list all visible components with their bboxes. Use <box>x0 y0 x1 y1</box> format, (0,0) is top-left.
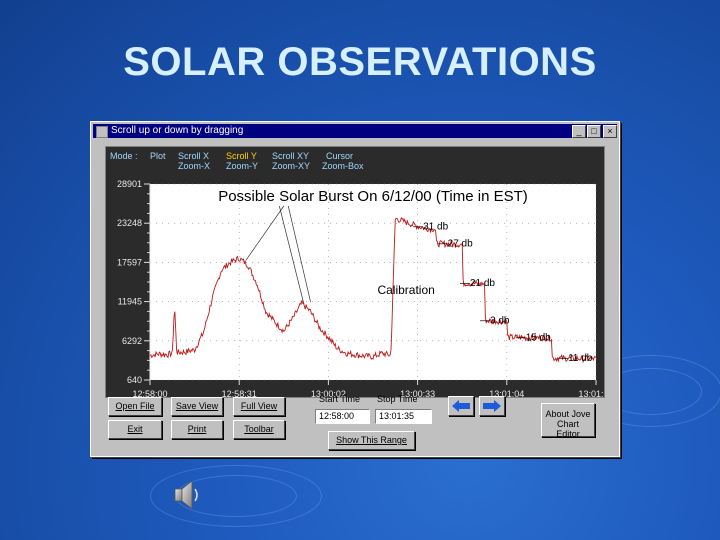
mode-zoom-xy[interactable]: Zoom-XY <box>272 161 310 171</box>
speaker-icon[interactable] <box>172 478 202 512</box>
mode-scroll-x[interactable]: Scroll X <box>178 151 209 161</box>
annotation-pointer <box>279 205 305 305</box>
data-series-line[interactable] <box>149 216 597 364</box>
mode-label: Mode : <box>110 151 138 161</box>
mode-zoom-y[interactable]: Zoom-Y <box>226 161 258 171</box>
save-view-button[interactable]: Save View <box>171 397 223 416</box>
window-titlebar[interactable]: Scroll up or down by dragging _ □ × <box>93 124 617 138</box>
close-button[interactable]: × <box>603 125 617 138</box>
annotation-label: Calibration <box>377 283 434 297</box>
mode-plot[interactable]: Plot <box>150 151 166 161</box>
print-button[interactable]: Print <box>171 420 223 439</box>
save-view-label: Save View <box>175 401 219 411</box>
annotation-label: —31 db <box>413 221 448 232</box>
chart-panel[interactable]: Mode : Plot Scroll X Zoom-X Scroll Y Zoo… <box>105 146 605 398</box>
annotation-pointer <box>287 205 311 302</box>
x-tick-label: 13:01:35 <box>578 389 604 397</box>
slide-title: SOLAR OBSERVATIONS <box>123 40 597 84</box>
y-tick-label: 11945 <box>118 297 142 307</box>
annotation-label: —15 db <box>516 332 551 343</box>
left-arrow-icon <box>452 400 470 412</box>
annotation-label: —11 db <box>558 353 593 364</box>
y-tick-label: 17597 <box>117 257 142 267</box>
full-view-button[interactable]: Full View <box>233 397 285 416</box>
start-time-label: Start Time <box>319 394 361 404</box>
x-tick-label: 13:00:33 <box>400 389 435 397</box>
mode-scroll-xy[interactable]: Scroll XY <box>272 151 309 161</box>
y-tick-label: 28901 <box>117 179 142 189</box>
stop-time-field[interactable]: 13:01:35 <box>375 409 432 424</box>
y-tick-label: 23248 <box>117 218 142 228</box>
x-tick-label: 12:58:31 <box>222 389 257 397</box>
open-file-button[interactable]: Open File <box>108 397 162 416</box>
x-tick-label: 12:58:00 <box>132 389 167 397</box>
print-label: Print <box>187 424 207 434</box>
start-time-field[interactable]: 12:58:00 <box>315 409 370 424</box>
mode-scroll-y[interactable]: Scroll Y <box>226 151 257 161</box>
annotation-label: —27 db <box>438 239 473 250</box>
solar-burst-chart[interactable]: Mode : Plot Scroll X Zoom-X Scroll Y Zoo… <box>106 147 604 397</box>
chart-title: Possible Solar Burst On 6/12/00 (Time in… <box>218 188 528 205</box>
annotation-pointer <box>245 205 285 261</box>
x-tick-label: 13:00:02 <box>311 389 346 397</box>
app-icon <box>96 126 108 138</box>
minimize-button[interactable]: _ <box>572 125 586 138</box>
x-tick-label: 13:01:04 <box>489 389 524 397</box>
mode-zoom-x[interactable]: Zoom-X <box>178 161 210 171</box>
y-tick-label: 640 <box>127 375 142 385</box>
show-this-range-button[interactable]: Show This Range <box>328 431 415 450</box>
background-ripple <box>150 465 322 527</box>
toolbar-label: Toolbar <box>244 424 274 434</box>
about-label: About Jove Chart Editor <box>545 409 591 439</box>
forward-button[interactable] <box>479 396 505 416</box>
window-title: Scroll up or down by dragging <box>111 125 244 136</box>
maximize-button[interactable]: □ <box>587 125 601 138</box>
full-view-label: Full View <box>240 401 278 411</box>
mode-zoom-box[interactable]: Zoom-Box <box>322 161 364 171</box>
exit-button[interactable]: Exit <box>108 420 162 439</box>
plot-area[interactable] <box>150 184 596 380</box>
toolbar-button[interactable]: Toolbar <box>233 420 285 439</box>
annotation-label: —21 db <box>460 278 495 289</box>
open-file-label: Open File <box>115 401 155 411</box>
show-this-range-label: Show This Range <box>336 435 407 445</box>
annotation-label: —3 db <box>480 316 510 327</box>
right-arrow-icon <box>483 400 501 412</box>
exit-label: Exit <box>127 424 143 434</box>
mode-cursor[interactable]: Cursor <box>326 151 353 161</box>
y-tick-label: 6292 <box>122 336 142 346</box>
back-button[interactable] <box>448 396 474 416</box>
chart-editor-window: Scroll up or down by dragging _ □ × Mode… <box>90 121 620 457</box>
stop-time-label: Stop Time <box>377 394 418 404</box>
about-button[interactable]: About Jove Chart Editor <box>541 403 595 439</box>
